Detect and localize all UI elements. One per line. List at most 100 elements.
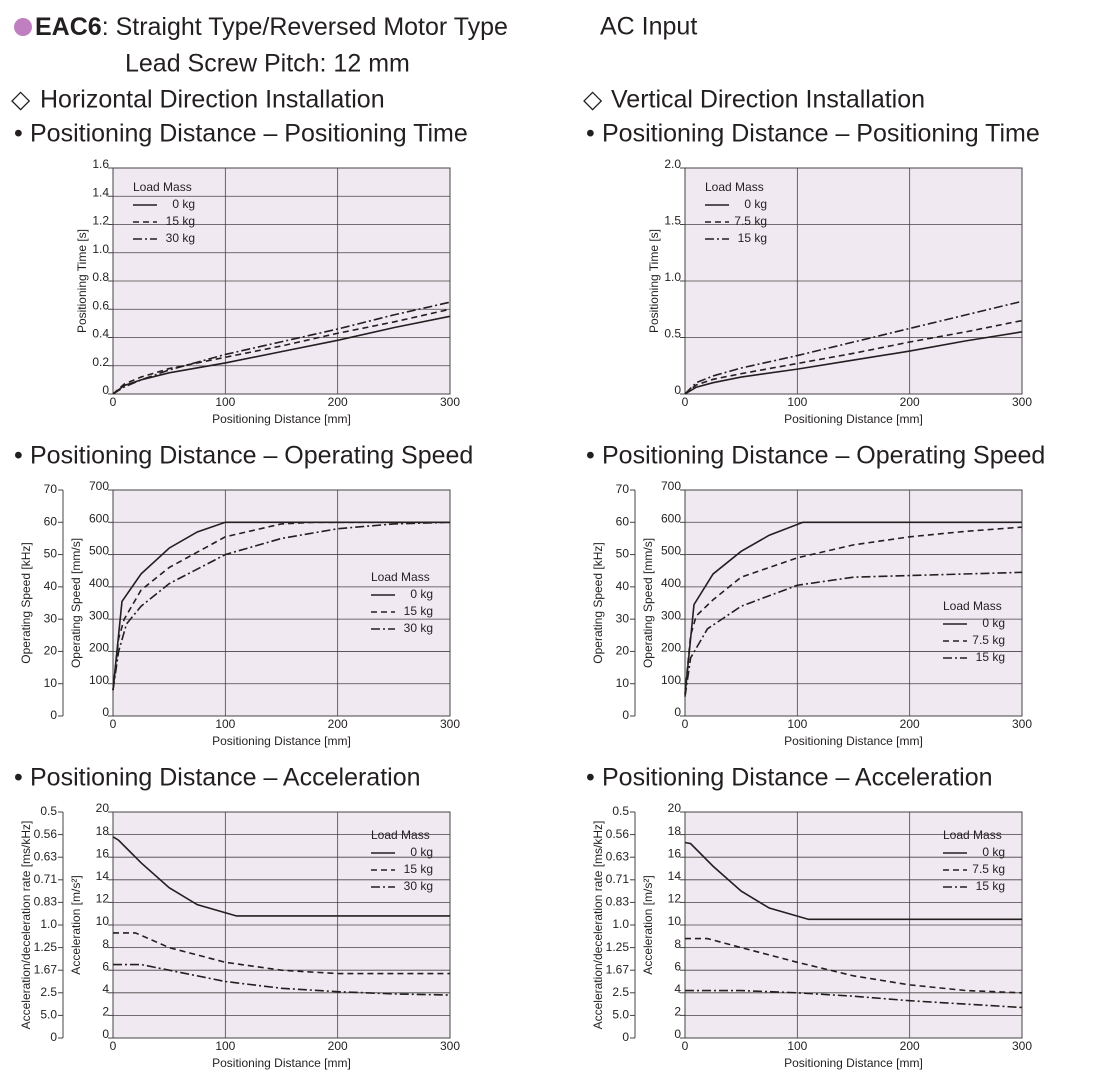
legend-label: 0 kg [172, 197, 195, 211]
series-line [684, 331, 1023, 395]
legend-label: 30 kg [166, 231, 195, 245]
x-tick-label: 100 [215, 1039, 235, 1053]
plot-border [112, 811, 451, 1039]
legend-label: 0 kg [744, 197, 767, 211]
y2-tick-label: 0.71 [34, 872, 58, 886]
series-line [112, 521, 450, 691]
legend-label: 15 kg [738, 231, 767, 245]
plot-border [684, 489, 1023, 717]
y-tick-label: 2.0 [664, 157, 681, 171]
series-line [112, 521, 451, 691]
y2-tick-label: 1.25 [606, 940, 630, 954]
legend-label: 15 kg [166, 214, 195, 228]
y-tick-label: 100 [89, 673, 109, 687]
legend-label: 0 kg [410, 845, 433, 859]
series-line [112, 308, 451, 395]
legend-title: Load Mass [705, 180, 764, 194]
y2-tick-label: 60 [44, 514, 58, 528]
y2-tick-label: 40 [616, 579, 630, 593]
y-axis-label: Acceleration [m/s²] [641, 875, 655, 974]
y-tick-label: 0 [102, 383, 109, 397]
header-title: EAC6: Straight Type/Reversed Motor Type [35, 13, 508, 41]
y-tick-label: 0 [674, 1027, 681, 1041]
y2-tick-label: 0.56 [34, 827, 58, 841]
x-tick-label: 300 [440, 717, 460, 731]
y-tick-label: 300 [89, 608, 109, 622]
y2-tick-label: 0.63 [606, 849, 630, 863]
y-tick-label: 600 [89, 511, 109, 525]
subtitle: Lead Screw Pitch: 12 mm [125, 50, 410, 78]
y2-tick-label: 30 [616, 611, 630, 625]
series-line [684, 571, 1023, 697]
plot-border [684, 811, 1023, 1039]
y2-tick-label: 1.25 [34, 940, 58, 954]
x-tick-label: 300 [440, 395, 460, 409]
plot-border [684, 167, 1023, 395]
y-tick-label: 6 [102, 959, 109, 973]
y-tick-label: 16 [96, 846, 110, 860]
legend-label: 0 kg [982, 616, 1005, 630]
legend-label: 7.5 kg [972, 862, 1005, 876]
x-tick-label: 100 [787, 395, 807, 409]
series-line [684, 300, 1023, 395]
y-tick-label: 12 [96, 892, 110, 906]
y2-tick-label: 70 [616, 482, 630, 496]
x-tick-label: 100 [215, 395, 235, 409]
y2-axis-label: Operating Speed [kHz] [19, 542, 33, 663]
x-tick-label: 200 [900, 717, 920, 731]
column-header: Vertical Direction Installation [611, 86, 925, 114]
legend-title: Load Mass [943, 828, 1002, 842]
y-tick-label: 8 [674, 937, 681, 951]
y-tick-label: 12 [668, 892, 682, 906]
x-tick-label: 300 [1012, 717, 1032, 731]
x-axis-label: Positioning Distance [mm] [212, 412, 351, 426]
y-tick-label: 4 [102, 982, 109, 996]
y-tick-label: 400 [661, 576, 681, 590]
series-line [112, 301, 451, 395]
y2-tick-label: 5.0 [612, 1008, 629, 1022]
legend-label: 7.5 kg [734, 214, 767, 228]
y-tick-label: 10 [668, 914, 682, 928]
y2-axis-label: Acceleration/deceleration rate [ms/kHz] [19, 821, 33, 1030]
chart-title: Positioning Distance – Acceleration [602, 764, 993, 792]
x-tick-label: 0 [682, 1039, 689, 1053]
x-tick-label: 0 [682, 395, 689, 409]
series-line [112, 521, 450, 691]
legend-label: 15 kg [976, 650, 1005, 664]
legend-label: 30 kg [404, 621, 433, 635]
legend-label: 15 kg [404, 604, 433, 618]
x-tick-label: 300 [1012, 395, 1032, 409]
y2-tick-label: 40 [44, 579, 58, 593]
y2-tick-label: 10 [616, 676, 630, 690]
y2-tick-label: 0.71 [606, 872, 630, 886]
y-tick-label: 400 [89, 576, 109, 590]
y2-tick-label: 60 [616, 514, 630, 528]
y-tick-label: 0 [102, 705, 109, 719]
y2-tick-label: 0.83 [606, 895, 630, 909]
y2-tick-label: 50 [44, 547, 58, 561]
series-line [684, 841, 1022, 921]
y-axis-label: Acceleration [m/s²] [69, 875, 83, 974]
series-line [112, 315, 451, 395]
chart-title: Positioning Distance – Operating Speed [30, 442, 473, 470]
y2-tick-label: 0.5 [612, 804, 629, 818]
y-tick-label: 0.4 [92, 327, 109, 341]
x-tick-label: 200 [900, 1039, 920, 1053]
legend-label: 0 kg [982, 845, 1005, 859]
y-tick-label: 200 [89, 641, 109, 655]
y2-tick-label: 70 [44, 482, 58, 496]
y2-tick-label: 1.0 [612, 917, 629, 931]
y2-tick-label: 0.83 [34, 895, 58, 909]
y2-tick-label: 0 [622, 708, 629, 722]
y2-tick-label: 20 [44, 644, 58, 658]
plot-border [112, 489, 451, 717]
x-tick-label: 0 [110, 395, 117, 409]
y-axis-label: Positioning Time [s] [647, 229, 661, 333]
legend-title: Load Mass [943, 599, 1002, 613]
y-tick-label: 0.2 [92, 355, 109, 369]
x-axis-label: Positioning Distance [mm] [784, 412, 923, 426]
y-tick-label: 0.5 [664, 327, 681, 341]
y-tick-label: 0 [674, 705, 681, 719]
